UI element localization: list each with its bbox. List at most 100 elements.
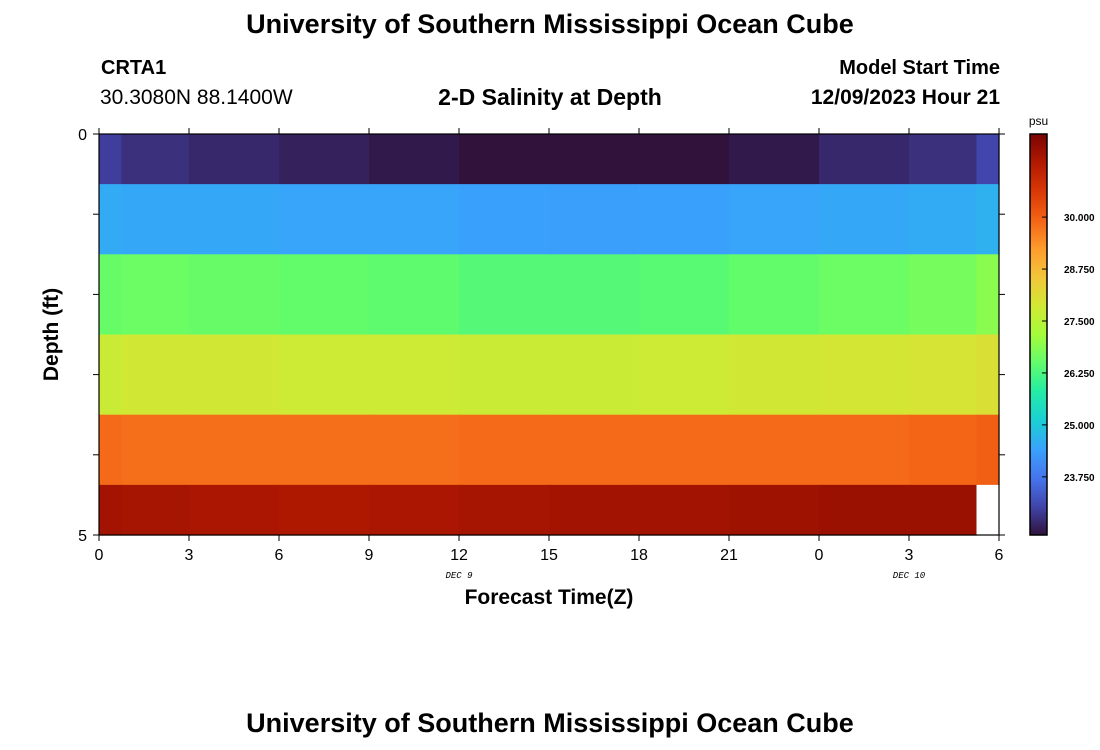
heatmap-cell	[189, 484, 280, 536]
heatmap-cell	[976, 484, 1000, 536]
x-date-label: DEC 9	[445, 571, 473, 581]
footer-title: University of Southern Mississippi Ocean…	[246, 708, 854, 738]
station-coordinates: 30.3080N 88.1400W	[100, 86, 293, 109]
x-tick-label: 15	[540, 547, 558, 564]
x-date-label: DEC 10	[893, 571, 926, 581]
heatmap-cell	[369, 254, 460, 336]
heatmap-cell	[729, 134, 820, 185]
heatmap-cell	[279, 184, 370, 255]
chart-subtitle: 2-D Salinity at Depth	[438, 84, 662, 110]
x-tick-label: 18	[630, 547, 648, 564]
x-tick-label: 0	[95, 547, 104, 564]
heatmap-cell	[819, 334, 910, 416]
heatmap-cell	[909, 134, 978, 185]
heatmap-cell	[819, 134, 910, 185]
heatmap-cell	[909, 254, 978, 336]
x-tick-label: 3	[905, 547, 914, 564]
heatmap-cell	[909, 334, 978, 416]
heatmap-cell	[549, 414, 640, 486]
heatmap-cell	[549, 334, 640, 416]
heatmap-cell	[976, 334, 1000, 416]
heatmap-cell	[121, 484, 190, 536]
heatmap-cell	[976, 414, 1000, 486]
heatmap-cell	[976, 134, 1000, 185]
colorbar-tick-label: 26.250	[1064, 369, 1095, 380]
heatmap-cell	[121, 184, 190, 255]
heatmap-cell	[639, 134, 730, 185]
station-id: CRTA1	[101, 57, 167, 79]
model-start-value: 12/09/2023 Hour 21	[810, 86, 1000, 109]
x-tick-label: 21	[720, 547, 738, 564]
heatmap-cell	[369, 334, 460, 416]
heatmap-cell	[189, 334, 280, 416]
colorbar-tick-label: 30.000	[1064, 213, 1095, 224]
heatmap-cell	[549, 484, 640, 536]
heatmap-cell	[121, 334, 190, 416]
heatmap-cell	[729, 484, 820, 536]
heatmap-cell	[819, 414, 910, 486]
heatmap-cell	[121, 414, 190, 486]
y-tick-label: 5	[78, 528, 87, 545]
heatmap-cell	[369, 134, 460, 185]
colorbar-tick-label: 25.000	[1064, 421, 1095, 432]
heatmap-cell	[99, 414, 123, 486]
heatmap-cell	[639, 184, 730, 255]
heatmap-cell	[459, 334, 550, 416]
heatmap-cell	[729, 254, 820, 336]
heatmap-cell	[459, 484, 550, 536]
x-tick-label: 6	[275, 547, 284, 564]
heatmap-cell	[729, 414, 820, 486]
x-tick-label: 9	[365, 547, 374, 564]
heatmap-cell	[459, 134, 550, 185]
heatmap-cell	[819, 184, 910, 255]
heatmap-cell	[729, 334, 820, 416]
y-tick-label: 0	[78, 127, 87, 144]
colorbar-tick-label: 28.750	[1064, 265, 1095, 276]
heatmap-cell	[279, 334, 370, 416]
salinity-chart: 0 3 6 9 12 15 18 21 0 3 6 DEC 9 DEC 10 Forecast Time(…	[40, 114, 1095, 609]
heatmap-cell	[729, 184, 820, 255]
heatmap-cell	[99, 134, 123, 185]
y-axis-title: Depth (ft)	[40, 288, 63, 381]
colorbar-tick-label: 23.750	[1064, 473, 1095, 484]
page-title: University of Southern Mississippi Ocean…	[246, 9, 854, 39]
heatmap-cell	[639, 484, 730, 536]
heatmap-cell	[369, 484, 460, 536]
heatmap-cell	[459, 254, 550, 336]
heatmap-cell	[976, 184, 1000, 255]
heatmap-cell	[99, 254, 123, 336]
x-tick-label: 6	[995, 547, 1004, 564]
heatmap-cell	[279, 134, 370, 185]
heatmap-cell	[369, 184, 460, 255]
heatmap-cell	[189, 134, 280, 185]
heatmap-cell	[549, 184, 640, 255]
x-tick-label: 12	[450, 547, 468, 564]
heatmap-cell	[639, 254, 730, 336]
heatmap-cell	[639, 414, 730, 486]
heatmap-cell	[976, 254, 1000, 336]
heatmap-cell	[189, 254, 280, 336]
heatmap-cell	[279, 254, 370, 336]
heatmap-cell	[459, 414, 550, 486]
heatmap-cell	[121, 134, 190, 185]
heatmap-cell	[189, 414, 280, 486]
x-tick-label: 0	[815, 547, 824, 564]
heatmap-cell	[459, 184, 550, 255]
heatmap-cell	[189, 184, 280, 255]
heatmap-cell	[819, 484, 910, 536]
x-tick-label: 3	[185, 547, 194, 564]
x-axis-title: Forecast Time(Z)	[465, 586, 634, 609]
heatmap-cell	[639, 334, 730, 416]
heatmap-cell	[909, 484, 978, 536]
heatmap-cell	[99, 484, 123, 536]
heatmap-cell	[279, 414, 370, 486]
heatmap-cell	[549, 254, 640, 336]
heatmap-cell	[909, 414, 978, 486]
heatmap-cell	[279, 484, 370, 536]
heatmap-cell	[369, 414, 460, 486]
colorbar	[1029, 133, 1048, 536]
heatmap-cell	[99, 184, 123, 255]
heatmap-cell	[909, 184, 978, 255]
heatmap-cell	[121, 254, 190, 336]
heatmap-cell	[99, 334, 123, 416]
